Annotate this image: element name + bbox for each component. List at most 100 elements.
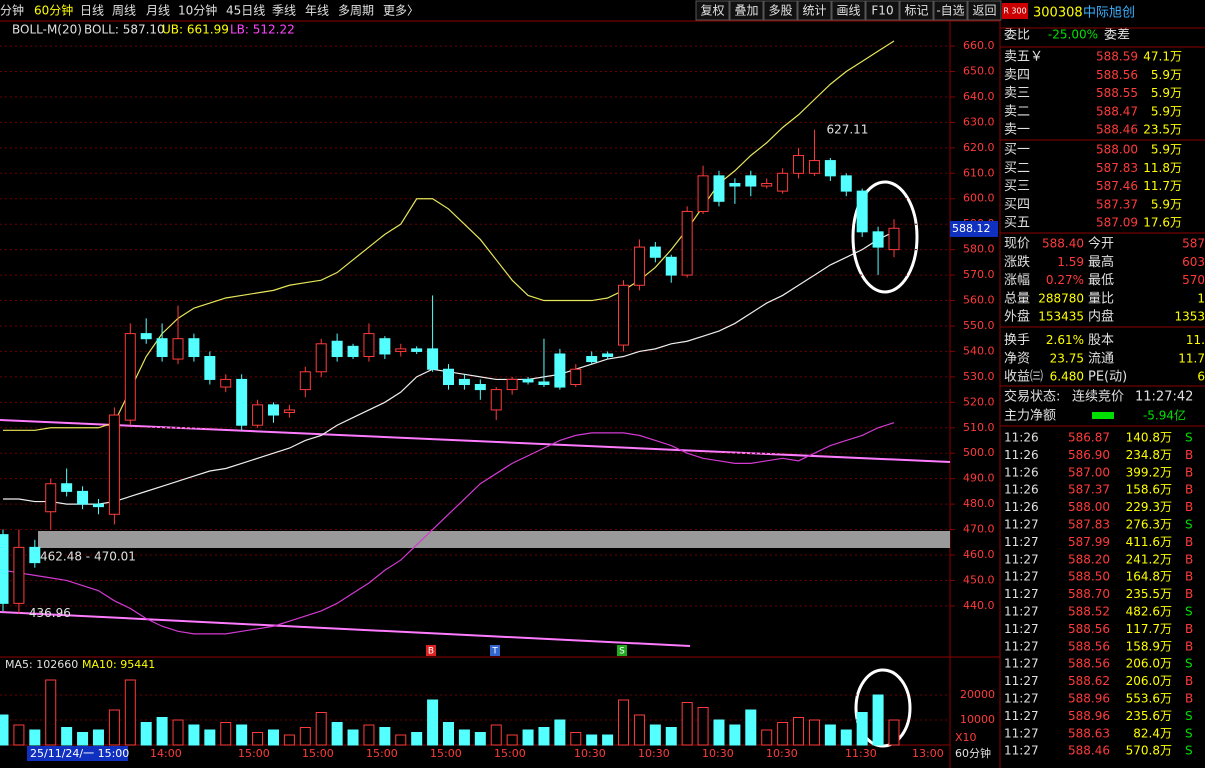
- trade-time: 11:27: [1004, 709, 1039, 723]
- date-highlight: [27, 746, 128, 761]
- book-volume: 5.9万: [1151, 104, 1182, 118]
- volume-bar: [761, 729, 773, 746]
- candle-body: [61, 483, 73, 492]
- stat-value: 288780: [1038, 291, 1084, 305]
- y-tick-label: 560.0: [963, 294, 995, 307]
- period-tab[interactable]: 60分钟: [34, 3, 73, 18]
- toolbar-button[interactable]: 标记: [904, 4, 928, 18]
- volume-bar: [347, 729, 359, 746]
- book-level: 买五: [1004, 216, 1030, 231]
- toolbar-button[interactable]: -自选: [936, 4, 964, 18]
- stat-value: 1: [1197, 291, 1205, 305]
- signal-label: T: [491, 647, 498, 657]
- trade-side: B: [1185, 500, 1193, 514]
- volume-bar: [443, 722, 454, 746]
- trade-time: 11:27: [1004, 674, 1039, 688]
- x-tick-label: 14:00: [150, 747, 182, 760]
- volume-bar: [745, 709, 757, 746]
- candle-body: [140, 333, 152, 340]
- period-tab[interactable]: 年线: [305, 4, 329, 18]
- volume-bar: [649, 724, 661, 746]
- stat-value: 603: [1182, 255, 1205, 269]
- candle-body: [395, 348, 407, 352]
- candle-body: [0, 534, 9, 604]
- book-volume: 5.9万: [1151, 143, 1182, 157]
- trade-side: S: [1185, 431, 1193, 445]
- highlight-circle: [851, 180, 919, 294]
- candle-body: [490, 389, 502, 411]
- candle-body: [172, 338, 184, 360]
- trade-time: 11:27: [1004, 552, 1039, 566]
- gap-zone: [38, 531, 950, 548]
- period-tab[interactable]: 日线: [80, 4, 104, 18]
- stat-value: 1.59: [1057, 255, 1084, 269]
- diff-label: 委差: [1104, 28, 1130, 43]
- toolbar-button[interactable]: 返回: [972, 4, 996, 18]
- period-tab[interactable]: 45日线: [226, 4, 265, 18]
- stat-value: 587: [1182, 237, 1205, 251]
- period-tab[interactable]: 分钟: [0, 3, 24, 18]
- candle-body: [793, 154, 805, 174]
- flow-value: -5.94亿: [1143, 408, 1186, 423]
- trade-time: 11:27: [1004, 518, 1039, 532]
- toolbar-button[interactable]: 多股: [768, 4, 792, 18]
- toolbar-button-frame: [831, 0, 866, 21]
- toolbar-button[interactable]: 画线: [836, 4, 860, 18]
- trade-time: 11:27: [1004, 692, 1039, 706]
- toolbar-button[interactable]: 复权: [700, 4, 724, 18]
- volume-bar: [522, 729, 534, 746]
- status-label: 交易状态:: [1004, 389, 1060, 405]
- indicator-name: BOLL-M(20): [12, 23, 82, 37]
- toolbar-button-frame: [865, 0, 900, 21]
- candle-body: [856, 190, 868, 233]
- toolbar-button[interactable]: 统计: [802, 4, 826, 18]
- period-tab[interactable]: 10分钟: [178, 3, 217, 18]
- highlight-circle: [854, 668, 912, 748]
- candle-body: [633, 246, 645, 286]
- period-tab[interactable]: 周线: [112, 4, 136, 18]
- low-label: 436.96: [29, 606, 71, 620]
- period-label: 60分钟: [955, 746, 991, 760]
- trade-volume: 158.6万: [1126, 483, 1172, 497]
- trade-price: 588.50: [1068, 570, 1110, 584]
- candle-body: [108, 414, 120, 515]
- volume-bar: [220, 722, 232, 746]
- book-price: 588.59: [1096, 50, 1138, 64]
- trade-volume: 235.5万: [1126, 587, 1172, 601]
- y-tick-label: 440.0: [963, 599, 995, 612]
- toolbar-button-frame: [899, 0, 934, 21]
- period-tab[interactable]: 多周期: [338, 4, 374, 18]
- trade-price: 588.56: [1068, 622, 1110, 636]
- trade-volume: 482.6万: [1126, 605, 1172, 619]
- trade-price: 587.83: [1068, 518, 1110, 532]
- candle-body: [586, 356, 598, 363]
- book-level: 卖五￥: [1004, 50, 1043, 65]
- book-volume: 17.6万: [1143, 216, 1182, 230]
- trade-time: 11:27: [1004, 570, 1039, 584]
- y-tick-label: 510.0: [963, 421, 995, 434]
- book-volume: 47.1万: [1143, 50, 1182, 64]
- x-tick-label: 15:00: [366, 747, 398, 760]
- toolbar-button[interactable]: 叠加: [734, 4, 758, 18]
- zone-label: 462.48 - 470.01: [40, 550, 136, 564]
- candle-body: [761, 182, 773, 187]
- period-tab[interactable]: 更多〉: [383, 4, 419, 18]
- band-line: [2, 422, 895, 635]
- period-tab[interactable]: 月线: [146, 4, 170, 18]
- trend-line: [0, 611, 691, 647]
- volume-bar: [427, 699, 439, 746]
- trade-volume: 229.3万: [1126, 500, 1172, 514]
- trade-volume: 158.9万: [1126, 639, 1172, 653]
- volume-bar: [681, 702, 693, 746]
- book-level: 买一: [1004, 143, 1030, 158]
- period-tab[interactable]: 季线: [272, 4, 296, 18]
- toolbar-button[interactable]: F10: [871, 4, 893, 18]
- candle-body: [474, 384, 486, 391]
- candle-body: [77, 490, 89, 505]
- y-tick-label: 520.0: [963, 395, 995, 408]
- trade-side: B: [1185, 622, 1193, 636]
- market-badge: [1002, 3, 1028, 19]
- trade-volume: 117.7万: [1126, 622, 1172, 636]
- candle-body: [156, 338, 168, 358]
